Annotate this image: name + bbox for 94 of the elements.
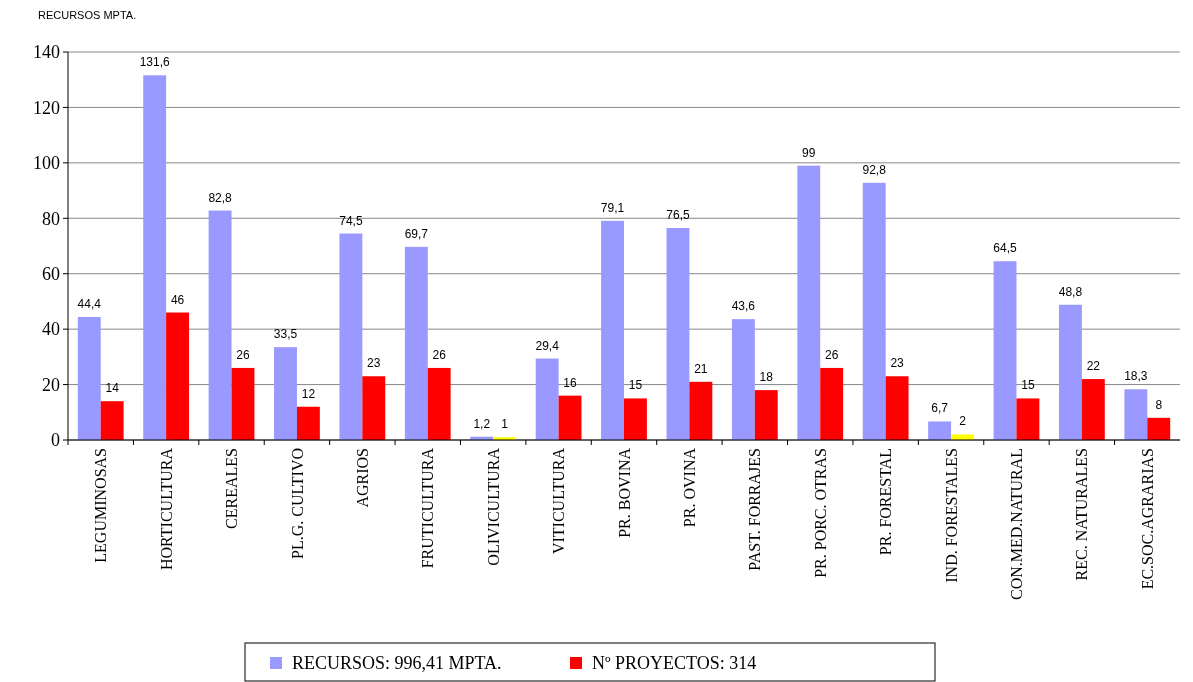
bar [404, 246, 428, 440]
bar [1016, 398, 1040, 440]
data-label: 44,4 [77, 296, 102, 311]
x-tick-label: FRUTICULTURA [419, 447, 437, 569]
bar [797, 165, 821, 440]
data-label: 16 [563, 375, 578, 390]
x-tick-label: HORTICULTURA [157, 447, 175, 571]
legend-label: Nº PROYECTOS: 314 [592, 653, 757, 673]
y-tick-label: 80 [42, 208, 60, 229]
data-label: 26 [432, 347, 447, 362]
data-label: 92,8 [862, 162, 887, 177]
data-label: 48,8 [1058, 284, 1083, 299]
x-tick-label: LEGUMINOSAS [92, 448, 110, 563]
data-label: 64,5 [993, 241, 1018, 256]
data-label: 18 [759, 370, 774, 385]
y-tick-label: 140 [33, 42, 60, 63]
bar [208, 210, 232, 440]
data-label: 74,5 [339, 213, 363, 228]
data-label: 131,6 [139, 55, 171, 70]
data-label: 26 [825, 347, 839, 362]
bar [339, 233, 363, 440]
legend-label: RECURSOS: 996,41 MPTA. [292, 653, 502, 673]
data-label: 82,8 [208, 190, 233, 205]
y-tick-label: 40 [42, 319, 60, 340]
data-label: 21 [694, 361, 708, 376]
y-tick-label: 20 [42, 374, 60, 395]
bar [77, 316, 101, 440]
bar [296, 406, 320, 440]
x-tick-label: EC.SOC.AGRARIAS [1138, 448, 1156, 590]
bar [143, 75, 167, 440]
data-label: 1 [501, 417, 509, 432]
bar [1124, 389, 1148, 440]
data-label: 76,5 [666, 207, 690, 222]
data-label: 6,7 [931, 401, 949, 416]
data-label: 2 [959, 414, 967, 429]
bar [885, 376, 909, 440]
bar [754, 390, 778, 440]
bar [666, 227, 690, 440]
x-tick-label: PR. OVINA [681, 447, 699, 528]
bar [862, 182, 886, 440]
bar [1058, 304, 1082, 440]
data-label: 23 [367, 356, 381, 371]
data-label: 15 [628, 378, 643, 393]
x-tick-label: VITICULTURA [550, 447, 568, 555]
bar [1147, 417, 1171, 440]
y-tick-label: 60 [42, 264, 60, 285]
bar [558, 395, 582, 440]
data-label: 23 [890, 356, 905, 371]
data-label: 29,4 [535, 338, 560, 353]
bar [731, 319, 755, 440]
x-tick-label: CON.MED.NATURAL [1008, 448, 1026, 600]
data-label: 46 [170, 292, 185, 307]
data-label: 79,1 [600, 200, 625, 215]
data-label: 26 [236, 347, 250, 362]
x-tick-label: AGRIOS [353, 448, 371, 508]
bar [1081, 379, 1105, 440]
data-label: 12 [301, 386, 316, 401]
bar [427, 367, 451, 440]
bar [624, 398, 647, 440]
chart-title: RECURSOS MPTA. [38, 9, 137, 21]
bar [362, 376, 386, 440]
y-tick-label: 120 [33, 97, 60, 118]
x-tick-label: IND. FORESTALES [942, 448, 960, 583]
bar [100, 401, 124, 440]
x-tick-label: PL.G. CULTIVO [288, 448, 306, 559]
data-label: 43,6 [731, 299, 756, 314]
data-label: 22 [1086, 359, 1101, 374]
data-label: 1,2 [473, 416, 491, 431]
x-tick-label: OLIVICULTURA [484, 447, 502, 566]
bar [166, 312, 190, 440]
bar [820, 367, 844, 440]
y-tick-label: 0 [51, 430, 60, 451]
x-tick-label: REC. NATURALES [1073, 448, 1091, 581]
x-tick-label: PR. FORESTAL [877, 448, 895, 556]
bar [274, 347, 297, 440]
bar [993, 261, 1017, 440]
data-label: 18,3 [1124, 369, 1148, 384]
x-tick-label: PR. BOVINA [615, 447, 633, 538]
y-tick-label: 100 [33, 153, 60, 174]
bar [928, 421, 952, 440]
data-label: 33,5 [273, 327, 298, 342]
x-tick-label: PR. PORC. OTRAS [811, 448, 829, 578]
x-tick-label: PAST. FORRAJES [746, 448, 764, 571]
data-label: 69,7 [404, 226, 429, 241]
bar [231, 367, 255, 440]
bar [689, 381, 713, 440]
data-label: 99 [802, 145, 816, 160]
data-label: 15 [1021, 378, 1035, 393]
bar [601, 220, 624, 440]
data-label: 14 [105, 381, 120, 396]
bar [951, 434, 974, 440]
x-tick-label: CEREALES [223, 448, 241, 529]
bar [535, 358, 559, 440]
data-label: 8 [1155, 397, 1163, 412]
